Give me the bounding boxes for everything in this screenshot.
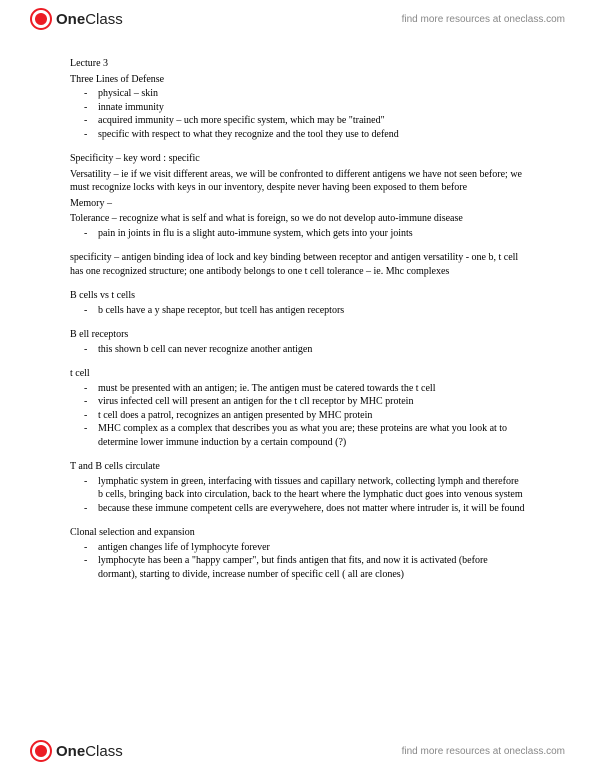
t-and-b-list: lymphatic system in green, interfacing w… xyxy=(70,475,525,516)
brand-logo-icon xyxy=(30,740,52,762)
list-item: MHC complex as a complex that describes … xyxy=(98,422,525,449)
list-item: specific with respect to what they recog… xyxy=(98,128,525,142)
clonal-list: antigen changes life of lymphocyte forev… xyxy=(70,541,525,582)
tolerance-line: Tolerance – recognize what is self and w… xyxy=(70,212,525,226)
brand-logo-suffix: Class xyxy=(85,11,123,28)
brand-logo-text: OneClass xyxy=(56,743,123,760)
list-item: t cell does a patrol, recognizes an anti… xyxy=(98,409,525,423)
specificity-line: Specificity – key word : specific xyxy=(70,152,525,166)
list-item: physical – skin xyxy=(98,87,525,101)
lecture-title: Lecture 3 xyxy=(70,57,525,71)
footer-tagline: find more resources at oneclass.com xyxy=(402,746,565,757)
clonal-title: Clonal selection and expansion xyxy=(70,526,525,540)
t-and-b-title: T and B cells circulate xyxy=(70,460,525,474)
list-item: this shown b cell can never recognize an… xyxy=(98,343,525,357)
page-header: OneClass find more resources at oneclass… xyxy=(0,0,595,38)
list-item: lymphatic system in green, interfacing w… xyxy=(98,475,525,502)
list-item: b cells have a y shape receptor, but tce… xyxy=(98,304,525,318)
list-item: lymphocyte has been a "happy camper", bu… xyxy=(98,554,525,581)
list-item: acquired immunity – uch more specific sy… xyxy=(98,114,525,128)
versatility-line: Versatility – ie if we visit different a… xyxy=(70,168,525,195)
list-item: antigen changes life of lymphocyte forev… xyxy=(98,541,525,555)
b-vs-t-list: b cells have a y shape receptor, but tce… xyxy=(70,304,525,318)
document-body: Lecture 3 Three Lines of Defense physica… xyxy=(70,55,525,581)
t-cell-title: t cell xyxy=(70,367,525,381)
b-vs-t-title: B cells vs t cells xyxy=(70,289,525,303)
tolerance-list: pain in joints in flu is a slight auto-i… xyxy=(70,227,525,241)
brand-logo-prefix: One xyxy=(56,11,85,28)
brand-logo-prefix: One xyxy=(56,743,85,760)
page-footer: OneClass find more resources at oneclass… xyxy=(0,732,595,770)
section-three-lines-title: Three Lines of Defense xyxy=(70,73,525,87)
list-item: must be presented with an antigen; ie. T… xyxy=(98,382,525,396)
brand-logo-icon xyxy=(30,8,52,30)
list-item: virus infected cell will present an anti… xyxy=(98,395,525,409)
list-item: pain in joints in flu is a slight auto-i… xyxy=(98,227,525,241)
list-item: because these immune competent cells are… xyxy=(98,502,525,516)
b-ell-title: B ell receptors xyxy=(70,328,525,342)
brand-logo-text: OneClass xyxy=(56,11,123,28)
list-item: innate immunity xyxy=(98,101,525,115)
t-cell-list: must be presented with an antigen; ie. T… xyxy=(70,382,525,450)
brand-logo-footer: OneClass xyxy=(30,740,123,762)
b-ell-list: this shown b cell can never recognize an… xyxy=(70,343,525,357)
brand-logo-suffix: Class xyxy=(85,743,123,760)
header-tagline: find more resources at oneclass.com xyxy=(402,14,565,25)
three-lines-list: physical – skin innate immunity acquired… xyxy=(70,87,525,141)
spec-paragraph: specificity – antigen binding idea of lo… xyxy=(70,251,525,278)
brand-logo: OneClass xyxy=(30,8,123,30)
memory-line: Memory – xyxy=(70,197,525,211)
